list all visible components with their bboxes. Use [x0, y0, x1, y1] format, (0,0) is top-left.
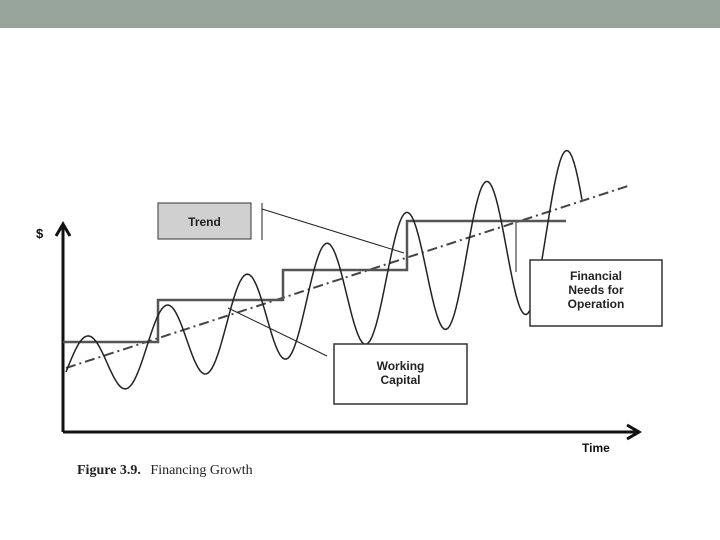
x-axis-label: Time	[582, 441, 610, 455]
y-axis-label: $	[36, 226, 44, 241]
slide-header-band	[0, 0, 720, 28]
financial-needs-label-line1: Financial	[570, 269, 622, 283]
figure-number: Figure 3.9.	[77, 463, 141, 478]
financial-needs-label-box	[529, 259, 663, 327]
working-capital-label-box	[333, 343, 468, 405]
x-axis-arrowhead	[626, 423, 642, 441]
working-capital-step-line	[63, 219, 566, 344]
working-capital-label-line2: Capital	[380, 373, 420, 387]
financial-needs-curve	[65, 149, 583, 390]
trend-label: Trend	[188, 215, 221, 229]
trend-line	[65, 185, 629, 369]
figure-title: Financing Growth	[150, 463, 253, 478]
financial-needs-label-line3: Operation	[568, 297, 625, 311]
trend-leader-line	[261, 208, 405, 254]
figure-caption: Figure 3.9. Financing Growth	[77, 463, 253, 479]
trend-label-box	[157, 202, 252, 240]
financial-needs-label-line2: Needs for	[568, 283, 624, 297]
working-capital-leader-line	[227, 307, 328, 357]
y-axis-arrowhead	[54, 221, 72, 237]
working-capital-label-line1: Working	[377, 359, 425, 373]
